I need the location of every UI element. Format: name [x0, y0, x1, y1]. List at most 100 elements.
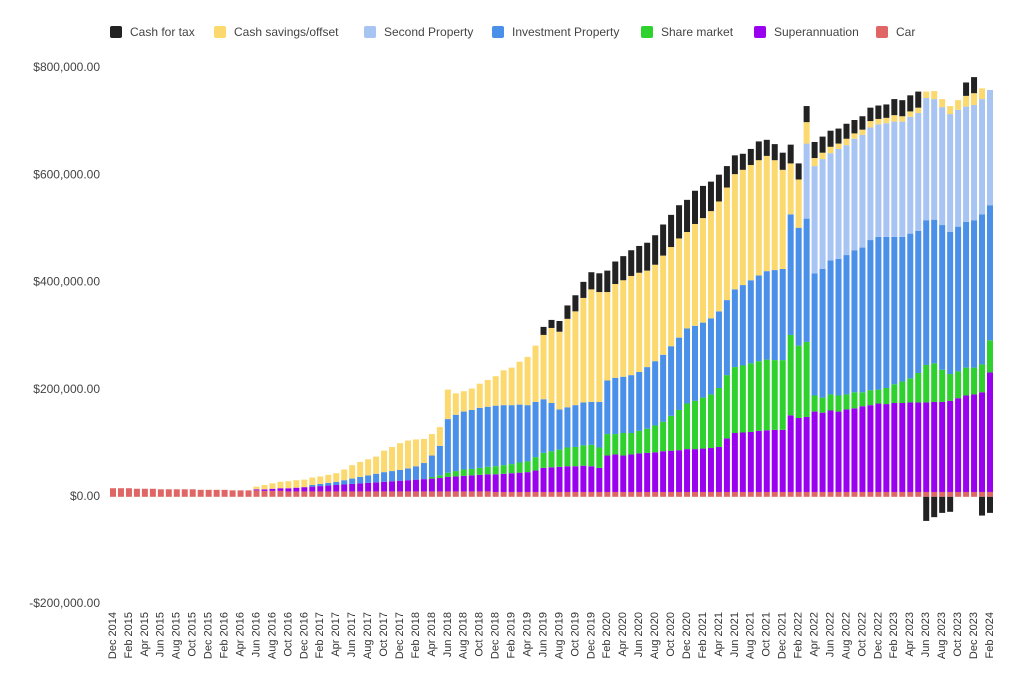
bar-segment [508, 367, 515, 406]
bar-segment [620, 455, 627, 492]
x-tick-label: Feb 2015 [123, 612, 135, 658]
bar-segment [197, 489, 204, 497]
bar-segment [564, 318, 571, 408]
bar-segment [867, 405, 874, 492]
bar-segment [564, 447, 571, 467]
legend-label: Second Property [384, 25, 473, 39]
bar-segment [660, 255, 667, 355]
bar-segment [684, 403, 691, 450]
bar-segment [931, 401, 938, 492]
bar-segment [931, 91, 938, 100]
bar-segment [133, 488, 140, 497]
bar-segment [923, 98, 930, 221]
bar-segment [349, 483, 356, 492]
bar-segment [707, 448, 714, 492]
bar-segment [532, 345, 539, 402]
bar-segment [819, 269, 826, 398]
bar-segment [827, 410, 834, 492]
bar-segment [588, 466, 595, 492]
bar-segment [628, 375, 635, 434]
bar-segment [596, 491, 603, 497]
bar-segment [803, 491, 810, 497]
bar-segment [644, 428, 651, 453]
bar-segment [389, 471, 396, 482]
bar-segment [971, 93, 978, 105]
bar-segment [707, 181, 714, 212]
bar-segment [628, 454, 635, 492]
bar-segment [939, 99, 946, 108]
bar-segment [404, 480, 411, 492]
bar-segment [699, 185, 706, 219]
bar-segment [468, 468, 475, 476]
bar-segment [723, 300, 730, 376]
bar-segment [532, 457, 539, 471]
bar-segment [317, 476, 324, 484]
bar-segment [883, 491, 890, 497]
x-tick-label: Jun 2019 [537, 612, 549, 657]
bar-segment [333, 473, 340, 482]
bar-segment [668, 247, 675, 347]
bar-segment [747, 491, 754, 497]
bar-segment [755, 141, 762, 161]
x-tick-label: Oct 2019 [569, 612, 581, 657]
bar-segment [309, 486, 316, 492]
bar-segment [604, 270, 611, 293]
bar-segment [819, 136, 826, 153]
bar-segment [508, 491, 515, 497]
y-tick-label: $200,000.00 [33, 382, 100, 396]
bar-segment [588, 444, 595, 467]
bar-segment [891, 403, 898, 492]
bar-segment [317, 486, 324, 492]
bar-segment [723, 166, 730, 188]
bar-segment [676, 450, 683, 492]
bar-segment [508, 464, 515, 474]
bar-segment [285, 488, 292, 492]
bar-segment [604, 380, 611, 435]
x-tick-label: Feb 2022 [793, 612, 805, 658]
bar-segment [660, 491, 667, 497]
bar-segment [652, 452, 659, 492]
bar-segment [341, 484, 348, 492]
bar-segment [532, 401, 539, 458]
y-tick-label: $800,000.00 [33, 60, 100, 74]
x-tick-label: Feb 2017 [314, 612, 326, 658]
bar-segment [636, 371, 643, 431]
bar-segment [987, 496, 993, 513]
bar-segment [484, 379, 491, 407]
bar-segment [891, 491, 898, 497]
bar-segment [899, 116, 906, 122]
bar-segment [660, 421, 667, 452]
bar-segment [739, 169, 746, 286]
bar-segment [723, 187, 730, 301]
bar-segment [604, 455, 611, 492]
bar-segment [540, 452, 547, 468]
x-tick-label: Oct 2020 [665, 612, 677, 657]
bar-segment [444, 476, 451, 492]
bar-segment [923, 220, 930, 365]
bar-segment [428, 491, 435, 497]
bar-segment [707, 318, 714, 395]
bar-segment [436, 427, 443, 446]
bar-segment [468, 475, 475, 492]
bar-segment [492, 474, 499, 492]
bar-segment [540, 334, 547, 400]
bar-segment [532, 470, 539, 492]
bar-segment [971, 491, 978, 497]
bar-segment [939, 496, 946, 513]
bar-segment [867, 107, 874, 122]
bar-segment [963, 367, 970, 396]
x-tick-label: Jun 2017 [346, 612, 358, 657]
bar-segment [476, 467, 483, 475]
bar-segment [373, 491, 380, 497]
bar-segment [540, 326, 547, 335]
bar-segment [500, 405, 507, 466]
bar-segment [883, 387, 890, 405]
bar-segment [556, 409, 563, 450]
bar-segment [596, 292, 603, 402]
bar-segment [763, 155, 770, 272]
bar-segment [612, 491, 619, 497]
bar-segment [979, 364, 986, 393]
bar-segment [843, 123, 850, 139]
x-tick-label: Oct 2017 [378, 612, 390, 657]
bar-segment [604, 292, 611, 381]
